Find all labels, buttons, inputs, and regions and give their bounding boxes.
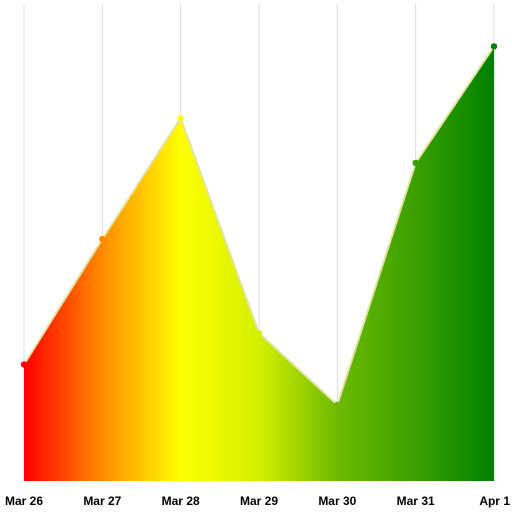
area-fill [24,46,494,481]
x-axis-ticks: Mar 26 Mar 27 Mar 28 Mar 29 Mar 30 Mar 31 Apr … [5,494,510,508]
data-point-0 [20,361,28,368]
x-tick-label: Mar 28 [162,494,200,508]
data-point-1 [99,235,106,243]
x-tick-label: Apr 1 [479,494,510,508]
x-tick-label: Mar 29 [240,494,278,508]
area-layer [24,46,494,481]
data-point-2 [177,114,184,122]
x-tick-label: Mar 31 [397,494,435,508]
data-point-6 [490,43,498,50]
data-point-5 [412,159,419,167]
point-layer [20,43,498,409]
data-point-4 [334,401,341,409]
x-tick-label: Mar 30 [318,494,356,508]
data-point-3 [255,329,263,337]
x-tick-label: Mar 27 [83,494,121,508]
x-tick-label: Mar 26 [5,494,43,508]
